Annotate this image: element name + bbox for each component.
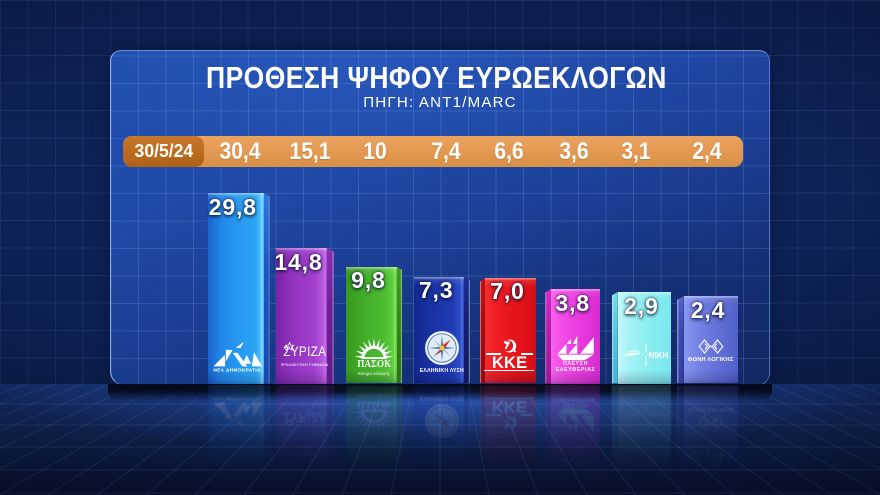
svg-text:ΝΕΑ ΔΗΜΟΚΡΑΤΙΑ: ΝΕΑ ΔΗΜΟΚΡΑΤΙΑ (213, 368, 260, 372)
svg-text:ΝΙΚΗ: ΝΙΚΗ (648, 409, 668, 419)
svg-text:ΝΙΚΗ: ΝΙΚΗ (648, 349, 668, 359)
svg-text:ΝΕΑ ΔΗΜΟΚΡΑΤΙΑ: ΝΕΑ ΔΗΜΟΚΡΑΤΙΑ (213, 397, 260, 401)
